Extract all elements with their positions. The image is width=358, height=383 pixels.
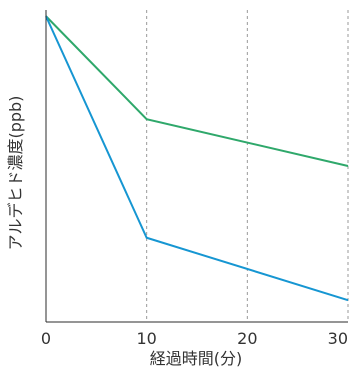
x-tick-label-20: 20 <box>237 329 257 348</box>
x-tick-label-0: 0 <box>41 329 51 348</box>
x-tick-label-10: 10 <box>136 329 156 348</box>
series-line-1 <box>45 15 349 167</box>
x-tick-label-30: 30 <box>328 329 348 348</box>
series-layer <box>45 15 349 302</box>
tick-layer: 0 10 20 30 <box>41 329 348 348</box>
axis-layer <box>45 10 348 323</box>
x-axis-label: 経過時間(分) <box>150 349 243 368</box>
y-axis-label: アルデヒド濃度(ppb) <box>6 96 25 251</box>
series-line-2 <box>45 15 349 302</box>
grid-layer <box>146 10 349 322</box>
